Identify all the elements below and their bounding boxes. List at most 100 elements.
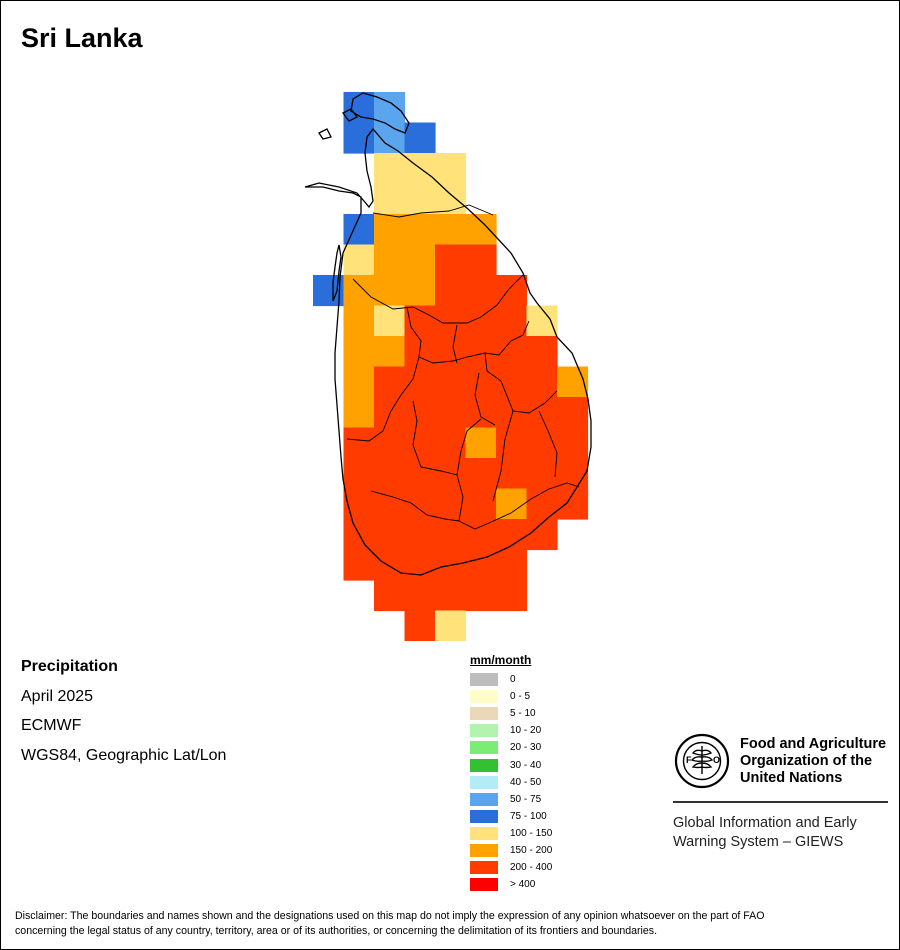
grid-cell (374, 519, 406, 551)
legend-entry: 5 - 10 (470, 705, 552, 722)
grid-cell (435, 153, 467, 185)
disclaimer-line: Disclaimer: The boundaries and names sho… (15, 910, 765, 922)
grid-cell (435, 519, 467, 551)
legend-entry: 50 - 75 (470, 791, 552, 808)
legend-entry: 150 - 200 (470, 842, 552, 859)
grid-cell (374, 214, 406, 246)
legend-entry: 100 - 150 (470, 825, 552, 842)
disclaimer-line: concerning the legal status of any count… (15, 924, 658, 937)
grid-cell (465, 305, 497, 337)
org-name-line: Food and Agriculture (740, 736, 887, 752)
grid-cell (404, 214, 436, 246)
legend-label: 40 - 50 (510, 776, 542, 788)
grid-cell (526, 305, 558, 337)
grid-cell (404, 183, 436, 215)
legend: mm/month 0 0 - 5 5 - 10 10 - 20 20 - 30 30 - … (470, 653, 552, 893)
legend-entry: 30 - 40 (470, 756, 552, 773)
grid-cell (496, 366, 528, 398)
grid-cell (404, 122, 436, 154)
grid-cell (404, 458, 436, 490)
grid-cell (374, 153, 406, 185)
grid-cell (435, 610, 467, 641)
grid-cell (465, 427, 497, 459)
grid-cell (526, 397, 558, 429)
svg-text:O: O (713, 755, 720, 765)
projection-label: WGS84, Geographic Lat/Lon (21, 746, 227, 764)
grid-cell (404, 244, 436, 276)
grid-cell (343, 488, 375, 520)
legend-title: mm/month (470, 653, 532, 667)
grid-cell (404, 580, 436, 612)
grid-cell (374, 397, 406, 429)
legend-entry: 0 - 5 (470, 688, 552, 705)
grid-cell (435, 580, 467, 612)
grid-cell (374, 122, 406, 154)
kalpitiya-spit (332, 244, 342, 302)
legend-label: > 400 (510, 879, 536, 891)
grid-cell (465, 244, 497, 276)
grid-cell (496, 305, 528, 337)
grid-cell (465, 488, 497, 520)
legend-entry: 40 - 50 (470, 774, 552, 791)
legend-label: 75 - 100 (510, 810, 547, 822)
grid-cell (526, 458, 558, 490)
grid-cell (374, 458, 406, 490)
grid-cell (343, 275, 375, 307)
legend-swatch (470, 878, 498, 892)
grid-cell (435, 183, 467, 215)
grid-cell (557, 366, 589, 398)
source-label: ECMWF (21, 717, 82, 734)
giews-label: Global Information and Early Warning Sys… (673, 814, 857, 852)
grid-cell (496, 275, 528, 307)
legend-label: 10 - 20 (510, 725, 542, 737)
grid-cell (404, 610, 436, 641)
grid-cell (557, 397, 589, 429)
legend-label: 50 - 75 (510, 793, 542, 805)
grid-cell (374, 275, 406, 307)
legend-entry: > 400 (470, 876, 552, 893)
legend-entry: 0 (470, 671, 552, 688)
legend-entry: 200 - 400 (470, 859, 552, 876)
legend-entry: 75 - 100 (470, 808, 552, 825)
legend-swatch (470, 809, 498, 823)
grid-cell (496, 580, 528, 612)
coastline (304, 127, 592, 576)
legend-label: 20 - 30 (510, 742, 542, 754)
variable-label: Precipitation (21, 658, 118, 675)
grid-cell (465, 458, 497, 490)
legend-swatch (470, 826, 498, 840)
jaffna-peninsula (350, 92, 410, 134)
giews-line: Warning System – GIEWS (673, 834, 844, 850)
grid-cell (435, 397, 467, 429)
grid-cell (526, 336, 558, 368)
legend-label: 150 - 200 (510, 844, 553, 856)
grid-cell (404, 519, 436, 551)
grid-cell (374, 427, 406, 459)
map-title: Sri Lanka (21, 23, 143, 53)
legend-entries: 0 0 - 5 5 - 10 10 - 20 20 - 30 30 - 40 40 - 50… (470, 671, 552, 893)
grid-cell (343, 122, 375, 154)
map-info: Precipitation April 2025 ECMWF WGS84, Ge… (21, 656, 226, 774)
period-label: April 2025 (21, 687, 94, 705)
grid-cell (496, 549, 528, 581)
grid-cell (374, 92, 406, 124)
grid-cell (465, 366, 497, 398)
grid-cell (435, 427, 467, 459)
grid-cell (343, 458, 375, 490)
legend-swatch (470, 724, 498, 738)
island-outline (318, 128, 332, 140)
grid-cell (404, 427, 436, 459)
grid-cell (496, 458, 528, 490)
legend-swatch (470, 741, 498, 755)
grid-cell (374, 183, 406, 215)
grid-cell (374, 305, 406, 337)
grid-cell (526, 366, 558, 398)
grid-cell (404, 488, 436, 520)
grid-cell (404, 549, 436, 581)
island-outline (342, 108, 358, 122)
giews-line: Global Information and Early (673, 815, 857, 831)
grid-cell (496, 488, 528, 520)
grid-cell (435, 488, 467, 520)
legend-label: 30 - 40 (510, 759, 542, 771)
